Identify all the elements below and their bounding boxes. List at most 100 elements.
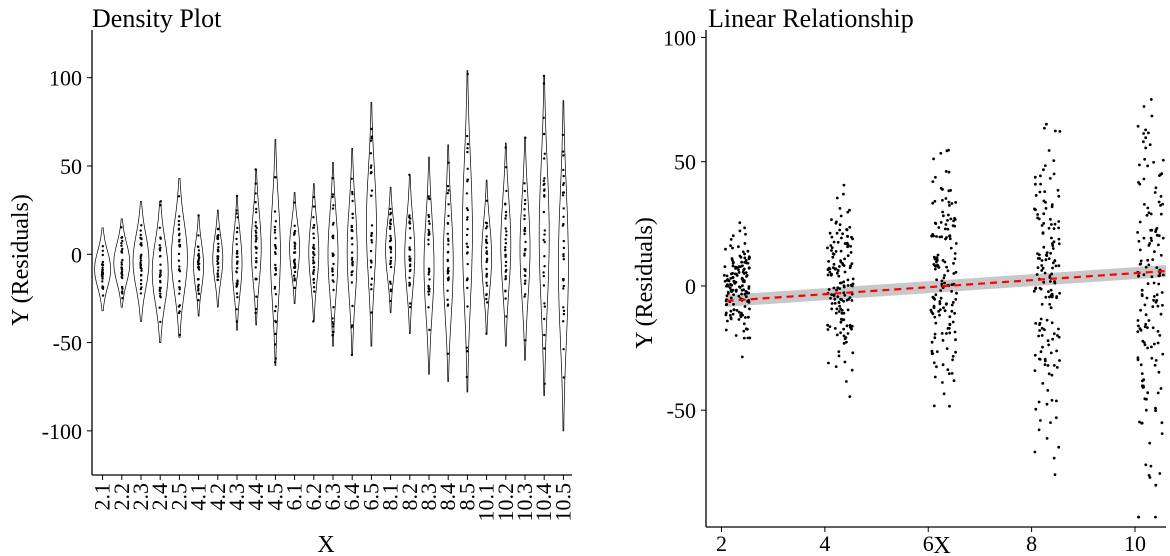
scatter-point [1042, 222, 1046, 225]
scatter-point [954, 338, 957, 342]
scatter-point [1039, 350, 1043, 354]
density-point [140, 243, 143, 246]
density-point [543, 347, 546, 350]
scatter-point [1038, 321, 1042, 325]
density-point [369, 152, 373, 155]
scatter-point [939, 151, 943, 155]
density-point [542, 116, 545, 120]
density-point [197, 283, 200, 287]
scatter-point [848, 208, 851, 212]
density-point [274, 220, 277, 223]
density-point [121, 276, 124, 280]
density-point [427, 232, 430, 235]
density-point [159, 204, 162, 207]
density-point [446, 272, 450, 275]
density-point [505, 268, 508, 272]
density-point [504, 238, 507, 241]
scatter-point [842, 285, 846, 289]
density-point [178, 268, 181, 271]
density-violin [423, 156, 435, 375]
scatter-point [1146, 391, 1150, 395]
scatter-point [1139, 363, 1143, 367]
density-point [484, 227, 488, 230]
density-point [254, 311, 257, 315]
scatter-point [730, 283, 734, 287]
scatter-point [942, 214, 945, 218]
density-point [523, 208, 526, 211]
scatter-point [1052, 456, 1056, 460]
density-point [140, 253, 143, 256]
density-x-tick-label: 8.5 [454, 483, 479, 511]
scatter-point [1138, 420, 1141, 424]
density-point [562, 255, 565, 258]
scatter-point [738, 221, 742, 225]
density-point [369, 172, 373, 175]
density-point [331, 317, 334, 320]
density-point [216, 278, 220, 282]
scatter-point [948, 315, 952, 319]
scatter-point [948, 204, 951, 207]
density-point [543, 305, 546, 308]
scatter-point [1043, 328, 1046, 331]
scatter-point [836, 295, 840, 299]
scatter-point [1051, 337, 1054, 341]
density-point [332, 306, 335, 309]
scatter-point [1159, 387, 1163, 390]
density-point [389, 234, 392, 238]
density-point [504, 146, 507, 149]
scatter-point [841, 262, 844, 265]
density-point [370, 238, 373, 242]
scatter-point [725, 303, 729, 306]
scatter-point [1045, 122, 1048, 126]
scatter-point [833, 327, 837, 330]
density-point [120, 251, 124, 254]
scatter-point [848, 395, 852, 398]
scatter-point [835, 231, 839, 235]
density-point [274, 293, 278, 296]
scatter-point [732, 279, 736, 283]
density-violin [442, 144, 454, 382]
density-point [273, 285, 277, 289]
density-point [177, 252, 181, 256]
density-point [350, 326, 353, 329]
density-point [428, 230, 431, 234]
scatter-point [1144, 463, 1148, 467]
density-x-tick-label: 2.3 [128, 483, 153, 511]
scatter-point [837, 301, 841, 304]
scatter-point [842, 183, 846, 187]
density-point [504, 202, 507, 205]
scatter-point [1144, 408, 1148, 412]
density-violin [558, 100, 569, 432]
scatter-point [940, 332, 944, 335]
scatter-point [828, 270, 832, 274]
density-point [235, 237, 238, 241]
scatter-point [842, 291, 846, 295]
scatter-point [842, 264, 846, 267]
scatter-point [731, 234, 735, 238]
scatter-point [834, 267, 838, 270]
scatter-point [933, 221, 937, 225]
scatter-point [839, 214, 843, 218]
density-point [178, 288, 181, 291]
scatter-point [1032, 289, 1036, 293]
density-point [351, 192, 354, 196]
density-point [101, 245, 105, 248]
scatter-point [933, 375, 937, 379]
linear-y-tick-label: 0 [685, 274, 696, 299]
density-point [159, 269, 162, 272]
density-point [543, 382, 546, 385]
density-point [562, 309, 566, 313]
scatter-point [1159, 253, 1163, 257]
density-point [331, 195, 334, 199]
density-point [523, 217, 526, 221]
density-point [140, 224, 143, 227]
scatter-point [835, 307, 839, 311]
density-point [505, 230, 508, 233]
scatter-point [1052, 364, 1056, 367]
density-point [524, 268, 527, 271]
density-point [312, 223, 316, 227]
scatter-point [941, 198, 944, 202]
scatter-point [1034, 322, 1038, 325]
density-point [351, 190, 354, 194]
density-point [331, 279, 334, 282]
